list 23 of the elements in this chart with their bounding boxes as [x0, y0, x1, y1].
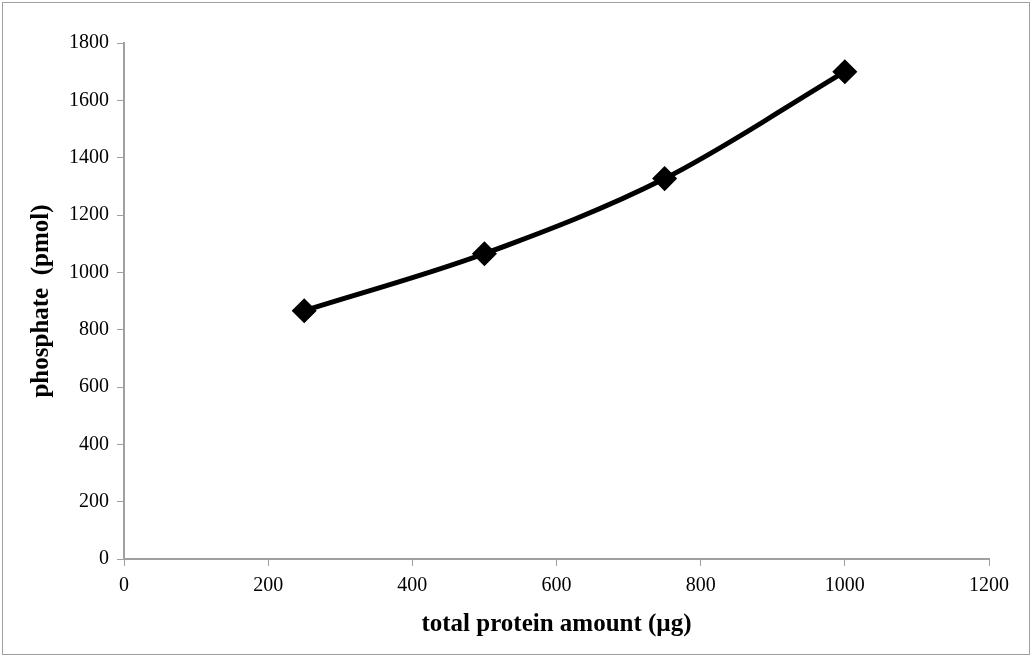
x-tick-label: 1200	[969, 573, 1009, 596]
y-tick-label: 800	[79, 316, 109, 339]
y-tick-label: 1400	[69, 144, 109, 167]
point	[292, 299, 316, 323]
point	[472, 242, 496, 266]
y-tick-label: 1600	[69, 87, 109, 110]
point	[653, 167, 677, 191]
x-tick-label: 400	[397, 573, 428, 596]
y-tick-label: 400	[79, 431, 109, 454]
x-tick-label: 800	[685, 573, 716, 596]
x-axis-title: total protein amount (µg)	[421, 609, 692, 638]
x-tick-label: 600	[541, 573, 572, 596]
x-tick-label: 1000	[824, 573, 865, 596]
y-tick-label: 200	[79, 488, 109, 511]
y-tick-label: 0	[99, 546, 109, 569]
y-tick-label: 1200	[69, 202, 109, 225]
y-tick-label: 600	[79, 374, 109, 397]
point	[833, 60, 857, 84]
y-axis-title: phosphate (pmol)	[26, 204, 55, 398]
x-tick-label: 0	[119, 573, 129, 596]
x-tick-label: 200	[253, 573, 284, 596]
y-tick-label: 1800	[69, 30, 109, 53]
y-tick-label: 1000	[69, 259, 109, 282]
